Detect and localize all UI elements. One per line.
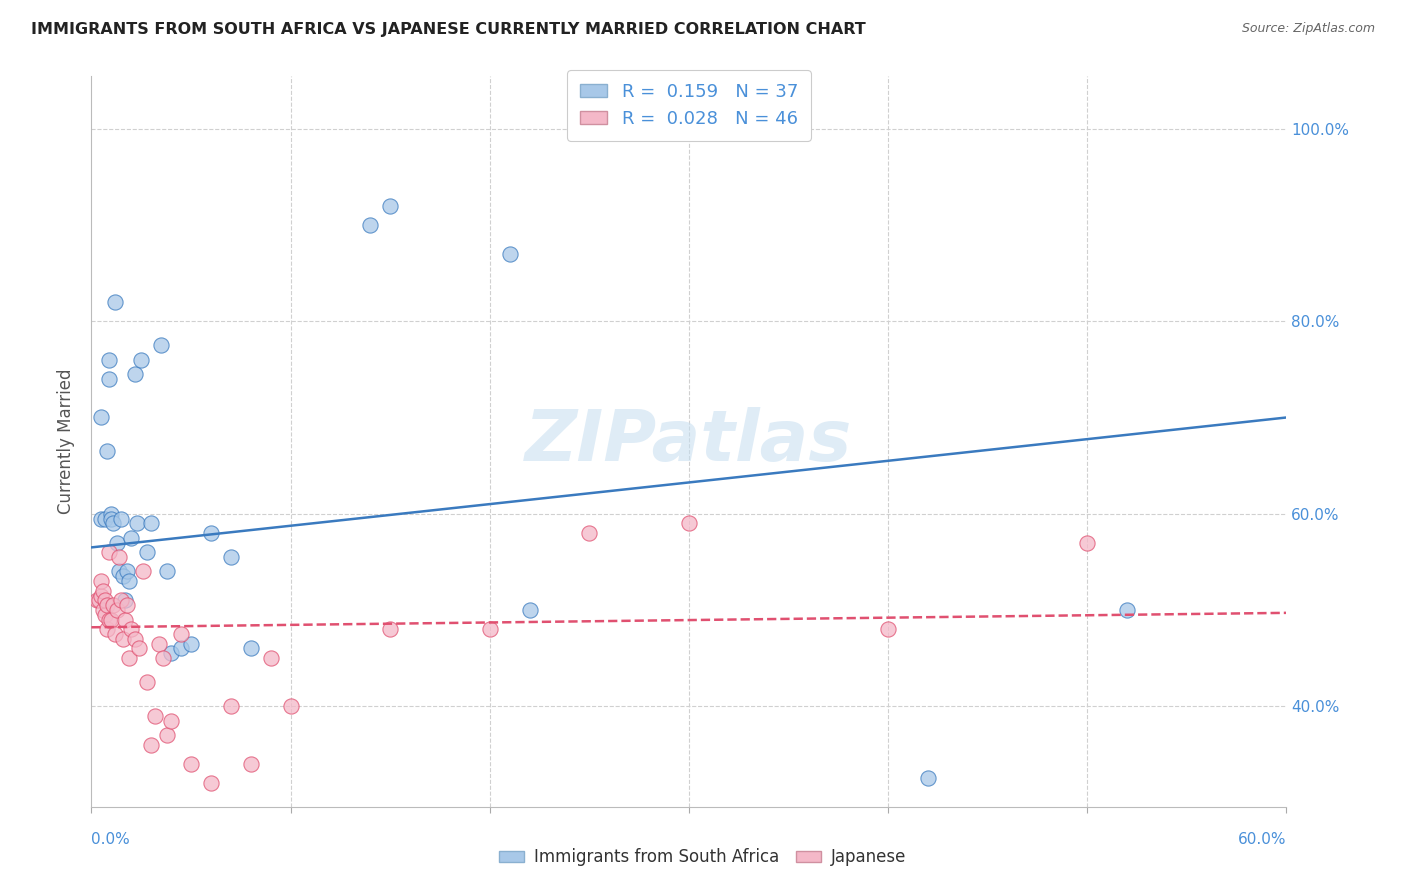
Point (114, 613, 136, 627)
Point (259, 651, 281, 665)
Point (519, 603, 541, 617)
Point (678, 516, 700, 531)
Text: IMMIGRANTS FROM SOUTH AFRICA VS JAPANESE CURRENTLY MARRIED CORRELATION CHART: IMMIGRANTS FROM SOUTH AFRICA VS JAPANESE… (31, 22, 866, 37)
Point (219, 699, 242, 714)
Point (160, 646, 183, 660)
Text: 0.0%: 0.0% (91, 832, 131, 847)
Point (280, 699, 302, 714)
Point (98, 545, 121, 559)
Point (112, 632, 135, 646)
Point (148, 637, 170, 651)
Point (141, 516, 162, 531)
Point (100, 511, 122, 525)
Point (239, 756, 262, 771)
Y-axis label: Currently Married: Currently Married (58, 368, 76, 515)
Point (917, 772, 939, 786)
Point (104, 627, 127, 641)
Point (118, 574, 141, 588)
Point (378, 622, 402, 636)
Text: Source: ZipAtlas.com: Source: ZipAtlas.com (1241, 22, 1375, 36)
Point (160, 714, 183, 728)
Point (110, 511, 132, 525)
Point (478, 622, 501, 636)
Point (239, 641, 262, 656)
Point (129, 352, 152, 367)
Point (100, 507, 122, 521)
Point (90, 589, 112, 603)
Point (170, 641, 193, 656)
Point (120, 622, 142, 636)
Point (94, 511, 117, 525)
Point (104, 295, 127, 310)
Point (115, 565, 138, 579)
Point (498, 247, 520, 261)
Point (200, 526, 222, 541)
Legend: R =  0.159   N = 37, R =  0.028   N = 46: R = 0.159 N = 37, R = 0.028 N = 46 (568, 70, 810, 141)
Point (105, 603, 128, 617)
Point (1076, 535, 1098, 549)
Point (156, 565, 179, 579)
Point (115, 598, 138, 612)
Point (90, 511, 112, 525)
Point (89, 593, 111, 607)
Point (180, 756, 202, 771)
Point (120, 531, 142, 545)
Point (200, 776, 222, 790)
Point (103, 516, 125, 531)
Point (378, 199, 402, 213)
Point (359, 218, 381, 232)
Point (170, 627, 193, 641)
Point (156, 728, 179, 742)
Point (118, 651, 141, 665)
Point (180, 637, 202, 651)
Point (150, 338, 173, 352)
Point (93, 583, 115, 598)
Point (103, 598, 125, 612)
Point (98, 352, 121, 367)
Point (112, 569, 135, 583)
Point (105, 535, 128, 549)
Point (96, 622, 118, 636)
Point (108, 565, 131, 579)
Point (877, 622, 900, 636)
Point (141, 738, 162, 752)
Point (127, 516, 149, 531)
Text: ZIPatlas: ZIPatlas (526, 407, 852, 476)
Point (100, 613, 122, 627)
Legend: Immigrants from South Africa, Japanese: Immigrants from South Africa, Japanese (492, 842, 914, 873)
Point (124, 367, 146, 381)
Point (578, 526, 600, 541)
Point (136, 675, 159, 690)
Point (94, 607, 117, 622)
Text: 60.0%: 60.0% (1239, 832, 1286, 847)
Point (96, 444, 118, 458)
Point (90, 574, 112, 588)
Point (136, 545, 159, 559)
Point (93, 603, 115, 617)
Point (219, 549, 242, 564)
Point (132, 565, 155, 579)
Point (108, 549, 131, 564)
Point (143, 708, 166, 723)
Point (128, 641, 150, 656)
Point (114, 593, 136, 607)
Point (1116, 603, 1139, 617)
Point (152, 651, 174, 665)
Point (124, 632, 146, 646)
Point (110, 593, 132, 607)
Point (86, 593, 108, 607)
Point (96, 598, 118, 612)
Point (94, 593, 117, 607)
Point (98, 613, 121, 627)
Point (90, 410, 112, 425)
Point (98, 372, 121, 386)
